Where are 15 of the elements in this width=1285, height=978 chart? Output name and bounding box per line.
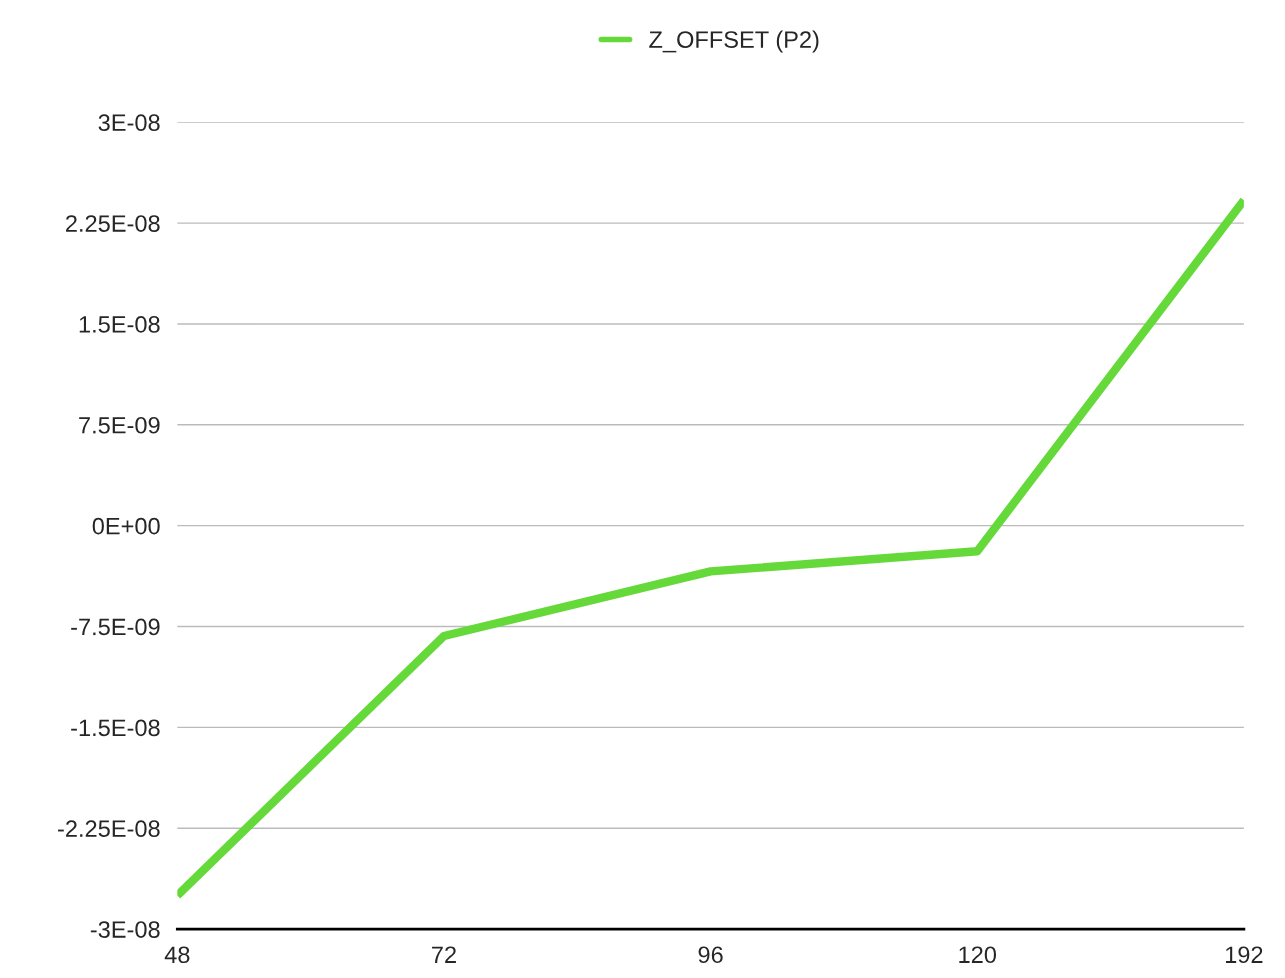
y-tick-label: -2.25E-08 [58,820,160,838]
y-tick-label: -1.5E-08 [71,719,160,737]
x-tick-label: 72 [432,946,456,963]
y-tick-label: 7.5E-09 [79,416,160,434]
y-tick-label: 3E-08 [98,114,160,132]
y-tick-label: 1.5E-08 [79,316,160,333]
y-tick-label: -7.5E-09 [71,618,160,636]
x-tick-label: 120 [959,946,997,964]
y-tick-label: 2.25E-08 [66,215,160,232]
x-tick-label: 48 [164,946,190,964]
x-tick-label: 192 [1225,946,1263,964]
x-tick-label: 96 [698,946,723,964]
y-tick-label: 0E+00 [92,517,160,535]
y-tick-label: -3E-08 [90,921,160,938]
legend-label: Z_OFFSET (P2) [649,30,819,53]
